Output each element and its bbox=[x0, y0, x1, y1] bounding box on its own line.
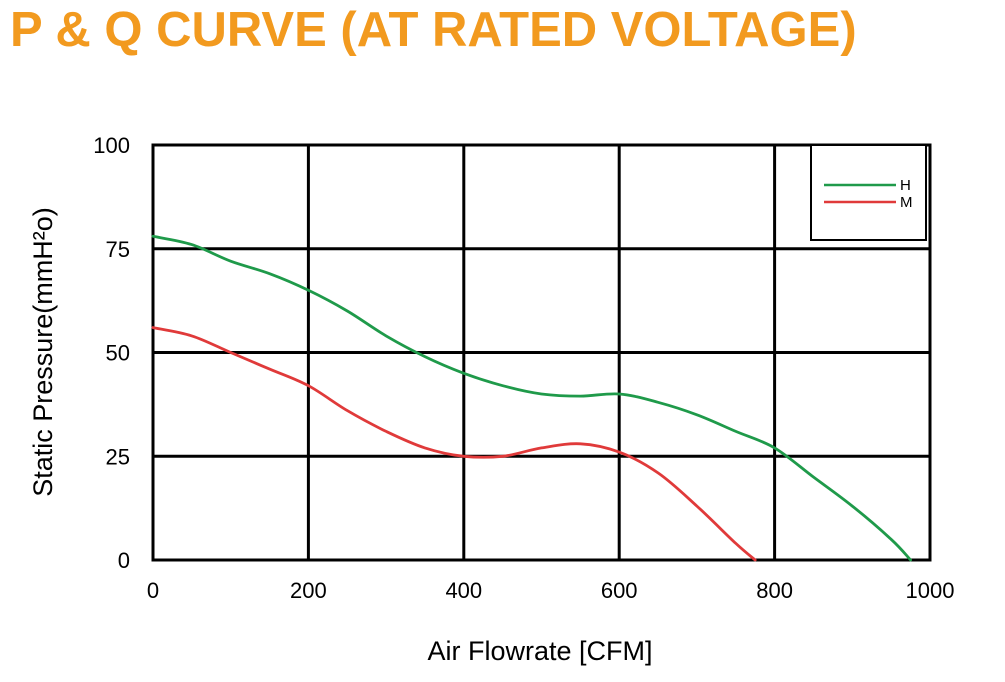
x-tick-label: 600 bbox=[601, 578, 638, 603]
x-axis-label: Air Flowrate [CFM] bbox=[427, 636, 652, 666]
x-tick-label: 1000 bbox=[906, 578, 955, 603]
x-tick-label: 800 bbox=[756, 578, 793, 603]
legend-label-m: M bbox=[900, 194, 913, 211]
series-line-h bbox=[151, 234, 912, 562]
x-tick-label: 400 bbox=[445, 578, 482, 603]
series-lines bbox=[151, 234, 912, 562]
y-tick-label: 0 bbox=[118, 548, 130, 573]
legend-label-h: H bbox=[900, 177, 911, 194]
x-tick-label: 200 bbox=[290, 578, 327, 603]
legend: H M bbox=[810, 144, 927, 241]
y-axis-label: Static Pressure(mmH²o) bbox=[28, 207, 58, 497]
chart-title: P & Q CURVE (AT RATED VOLTAGE) bbox=[10, 3, 857, 57]
y-tick-label: 50 bbox=[106, 341, 130, 366]
x-tick-label: 0 bbox=[147, 578, 159, 603]
legend-box bbox=[810, 144, 927, 241]
y-tick-label: 25 bbox=[106, 444, 130, 469]
grid bbox=[151, 143, 932, 562]
series-line-m bbox=[151, 326, 757, 562]
tick-labels: 0 200 400 600 800 1000 0 25 50 75 100 bbox=[93, 133, 954, 603]
y-tick-label: 75 bbox=[106, 237, 130, 262]
y-tick-label: 100 bbox=[93, 133, 130, 158]
